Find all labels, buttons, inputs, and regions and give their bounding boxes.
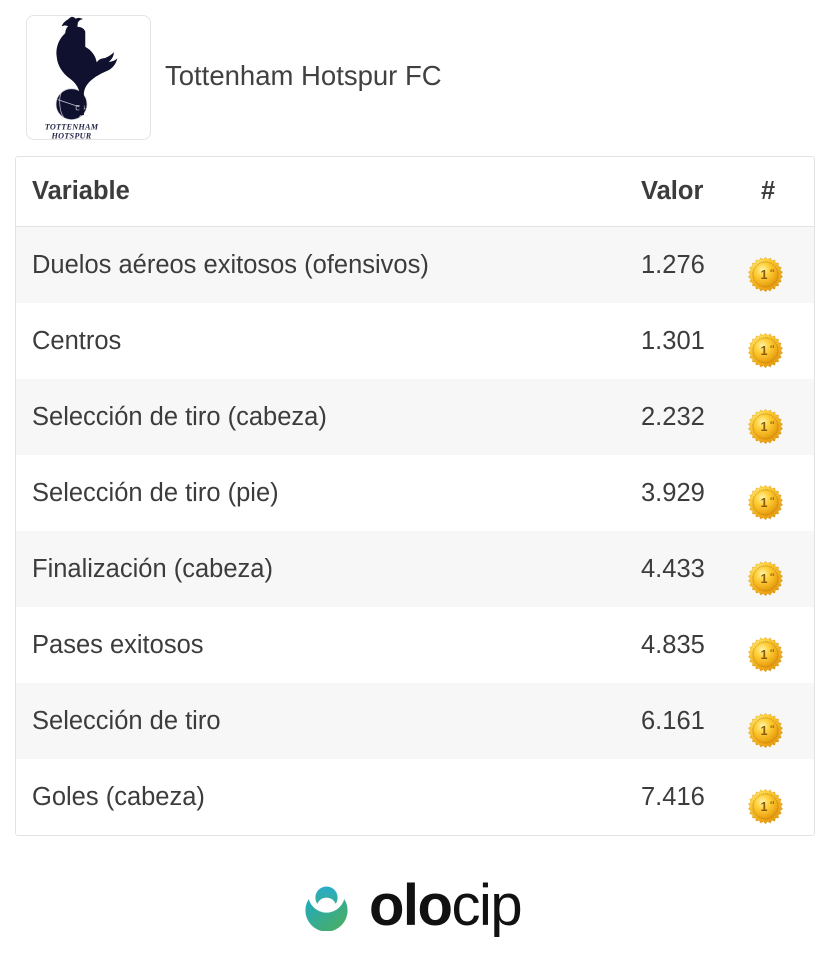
svg-text:st: st	[770, 572, 775, 578]
svg-text:TOTTENHAM: TOTTENHAM	[45, 122, 99, 131]
svg-text:1: 1	[761, 420, 768, 434]
svg-text:1: 1	[761, 572, 768, 586]
svg-text:st: st	[770, 724, 775, 730]
svg-text:st: st	[770, 496, 775, 502]
svg-text:st: st	[770, 268, 775, 274]
svg-text:HOTSPUR: HOTSPUR	[51, 132, 92, 141]
svg-text:1: 1	[761, 800, 768, 814]
svg-text:1: 1	[761, 344, 768, 358]
svg-text:st: st	[770, 420, 775, 426]
svg-text:st: st	[770, 344, 775, 350]
svg-text:st: st	[770, 648, 775, 654]
svg-text:st: st	[770, 800, 775, 806]
svg-text:1: 1	[761, 648, 768, 662]
svg-text:1: 1	[761, 268, 768, 282]
svg-text:1: 1	[761, 496, 768, 510]
svg-text:1: 1	[761, 724, 768, 738]
